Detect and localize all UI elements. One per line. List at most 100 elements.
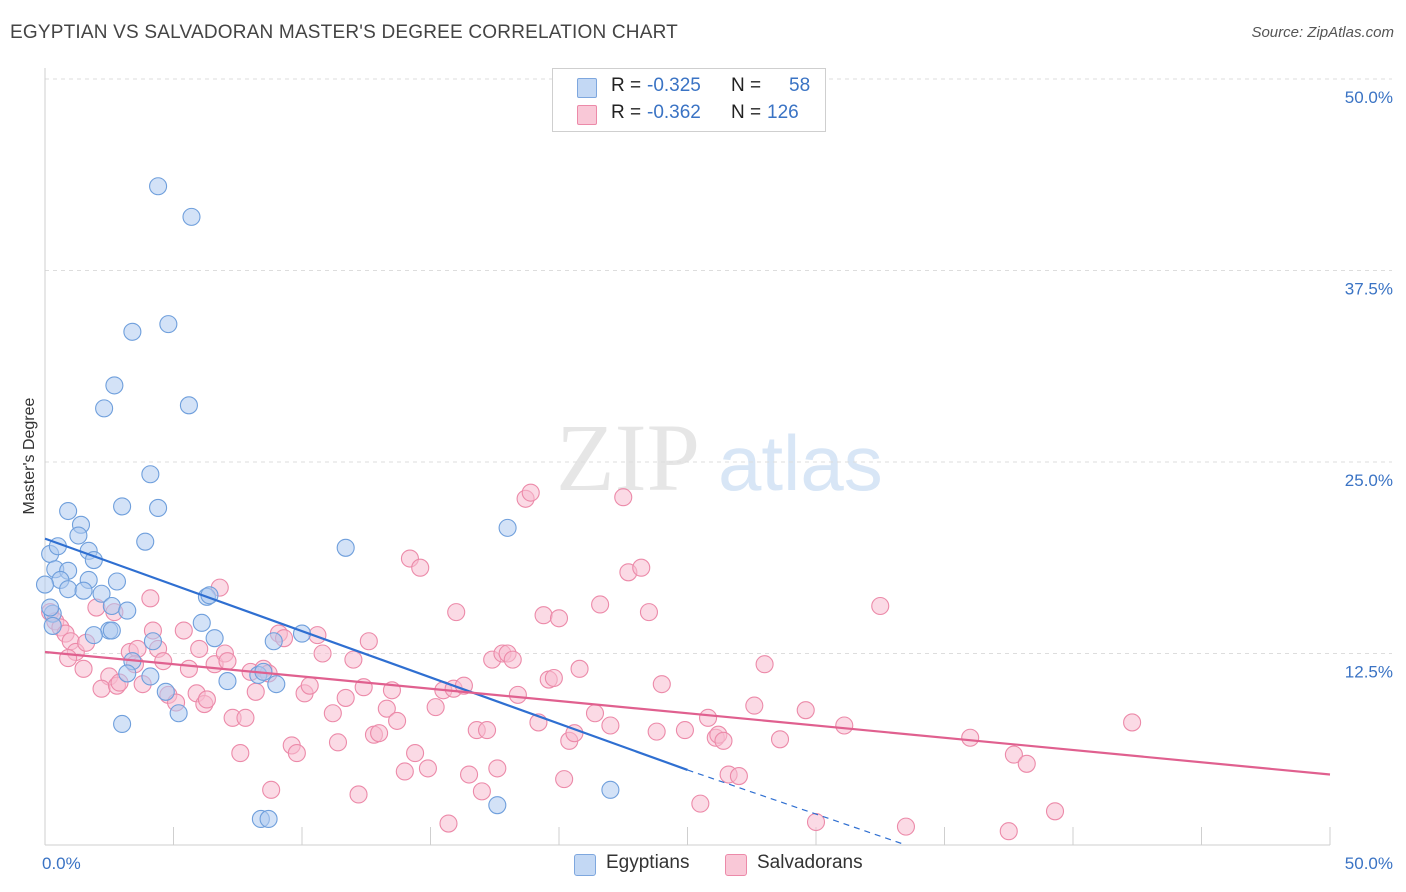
salvadorans-point	[418, 759, 437, 778]
salvadorans-point	[190, 639, 209, 658]
salvadorans-point	[675, 721, 694, 740]
salvadorans-point	[472, 782, 491, 801]
salvadorans-point	[59, 649, 78, 668]
salvadorans-point	[218, 652, 237, 671]
salvadorans-point	[231, 744, 250, 763]
legend-salvadorans-n: 126	[767, 102, 799, 123]
egyptians-point	[118, 601, 137, 620]
salvadorans-point	[179, 659, 198, 678]
salvadorans-point	[714, 731, 733, 750]
egyptians-point	[84, 626, 103, 645]
egyptians-point	[156, 682, 175, 701]
salvadorans-point	[549, 609, 569, 628]
salvadorans-point	[503, 650, 522, 669]
legend-n-label: N =	[731, 102, 762, 123]
egyptians-point	[149, 177, 168, 196]
salvadorans-point	[585, 704, 605, 723]
x-tick-label: 50.0%	[1345, 854, 1393, 873]
egyptians-point	[143, 632, 162, 651]
salvadorans-point	[755, 655, 774, 674]
egyptians-point	[498, 518, 517, 537]
egyptians-point	[43, 616, 62, 635]
salvadorans-point	[141, 589, 160, 608]
salvadorans-point	[534, 606, 553, 625]
egyptians-point	[336, 538, 355, 557]
egyptians-trend-extension	[687, 769, 907, 846]
egyptians-point	[267, 675, 286, 694]
egyptians-point	[102, 621, 121, 640]
salvadorans-point	[835, 716, 854, 735]
salvadorans-point	[74, 659, 93, 678]
chart-title: EGYPTIAN VS SALVADORAN MASTER'S DEGREE C…	[10, 22, 678, 43]
legend-egyptians-r: -0.325	[647, 75, 701, 96]
egyptians-point	[59, 501, 78, 521]
salvadorans-point	[1017, 754, 1036, 773]
salvadorans-point	[323, 704, 342, 723]
trend-lines	[44, 537, 1331, 846]
salvadorans-point	[555, 770, 574, 789]
egyptians-point	[59, 580, 78, 599]
salvadorans-point	[344, 650, 363, 669]
egyptians-point	[179, 396, 198, 415]
egyptians-point	[107, 572, 127, 591]
egyptians-point	[113, 497, 132, 516]
salvadorans-point	[896, 817, 916, 836]
salvadorans-point	[691, 794, 710, 813]
salvadorans-point	[521, 483, 540, 502]
egyptians-point	[102, 596, 121, 616]
grid-lines	[45, 78, 1392, 654]
salvadorans-point	[806, 812, 826, 832]
egyptians-point	[105, 376, 124, 395]
egyptians-point	[205, 629, 224, 648]
salvadorans-point	[796, 701, 815, 720]
salvadorans-point	[447, 603, 466, 622]
egyptians-point	[69, 526, 88, 545]
egyptians-point	[118, 664, 137, 683]
salvadorans-point	[262, 780, 281, 799]
egyptians-point	[74, 581, 93, 600]
egyptians-legend-label: Egyptians	[606, 852, 690, 873]
salvadorans-point	[411, 558, 430, 577]
egyptians-point	[92, 584, 111, 603]
salvadorans-swatch	[577, 105, 597, 125]
salvadorans-point	[174, 621, 193, 640]
salvadorans-point	[770, 730, 790, 749]
egyptians-point	[601, 780, 620, 799]
salvadorans-point	[961, 728, 980, 747]
egyptians-point	[41, 598, 60, 617]
salvadorans-point	[287, 744, 306, 763]
legend-n-label: N =	[731, 75, 762, 96]
salvadorans-point	[544, 668, 563, 688]
chart-source: Source: ZipAtlas.com	[1251, 24, 1394, 41]
egyptians-point	[149, 498, 168, 518]
salvadorans-legend-label: Salvadorans	[757, 852, 863, 873]
salvadorans-point	[647, 722, 666, 741]
axes	[44, 68, 1331, 846]
salvadorans-point	[699, 708, 718, 727]
egyptians-point	[141, 465, 160, 484]
salvadorans-point	[639, 603, 659, 622]
salvadorans-point	[632, 558, 651, 577]
egyptians-trend-line	[44, 537, 688, 771]
salvadorans-point	[388, 711, 407, 730]
egyptians-point	[488, 796, 507, 815]
salvadorans-point	[359, 632, 378, 651]
y-tick-label: 25.0%	[1345, 471, 1393, 490]
salvadorans-point	[377, 699, 396, 718]
salvadorans-point	[439, 814, 458, 833]
salvadorans-point	[246, 682, 265, 701]
watermark-atlas: atlas	[718, 419, 883, 507]
egyptians-point	[136, 532, 155, 551]
salvadorans-point	[652, 675, 671, 694]
y-tick-label: 50.0%	[1345, 88, 1393, 107]
salvadorans-legend-swatch	[725, 854, 747, 876]
salvadorans-point	[1004, 745, 1023, 764]
salvadorans-point	[236, 708, 255, 727]
salvadorans-trend-line	[44, 650, 1331, 776]
salvadorans-point	[1123, 713, 1142, 732]
salvadorans-point	[313, 644, 332, 663]
salvadorans-point	[488, 759, 507, 778]
egyptians-point	[182, 207, 201, 226]
legend-r-label: R =	[611, 75, 642, 96]
salvadorans-point	[591, 595, 610, 614]
